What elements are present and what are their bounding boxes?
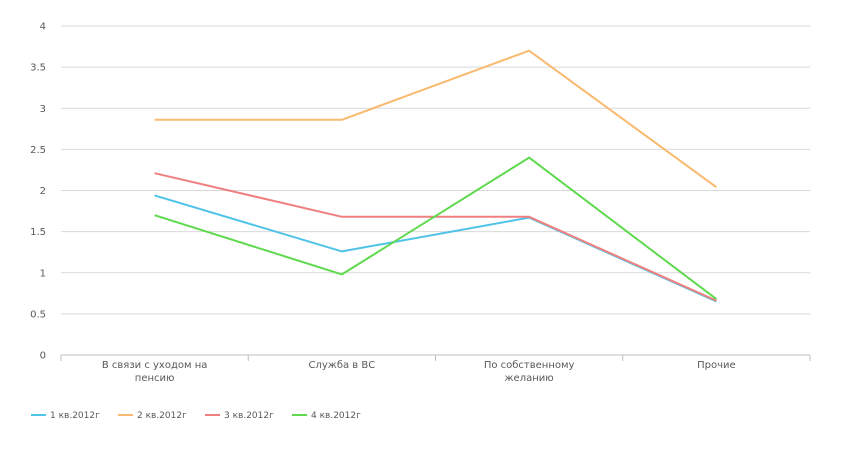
legend-label: 2 кв.2012г	[137, 411, 187, 421]
series-line	[154, 49, 717, 189]
series-lines	[154, 49, 718, 303]
legend-label: 1 кв.2012г	[50, 411, 100, 421]
y-tick-label: 3.5	[30, 63, 46, 74]
x-category-label: В связи с уходом на пенсию	[102, 360, 208, 384]
gridlines	[61, 25, 810, 315]
y-axis: 0 0.5 1 1.5 2 2.5 3 3.5 4	[30, 22, 46, 362]
legend-label: 4 кв.2012г	[311, 411, 361, 421]
legend-label: 3 кв.2012г	[224, 411, 274, 421]
series-line	[154, 156, 718, 300]
x-category-label: Прочие	[697, 360, 736, 371]
y-tick-label: 2.5	[30, 145, 46, 156]
x-category-label: По собственному желанию	[484, 360, 575, 384]
x-axis: В связи с уходом на пенсию Служба в ВС По с…	[60, 354, 811, 384]
x-category-label: Служба в ВС	[309, 360, 376, 371]
legend: 1 кв.2012г 2 кв.2012г 3 кв.2012г 4 кв.2012г	[31, 411, 361, 421]
series-line	[154, 172, 717, 302]
y-tick-label: 2	[40, 186, 46, 197]
y-tick-label: 0	[40, 351, 46, 362]
y-tick-label: 1.5	[30, 227, 46, 238]
y-tick-label: 0.5	[30, 309, 46, 320]
series-line	[154, 194, 717, 303]
y-tick-label: 3	[40, 104, 46, 115]
y-tick-label: 4	[40, 22, 46, 33]
y-tick-label: 1	[40, 268, 46, 279]
